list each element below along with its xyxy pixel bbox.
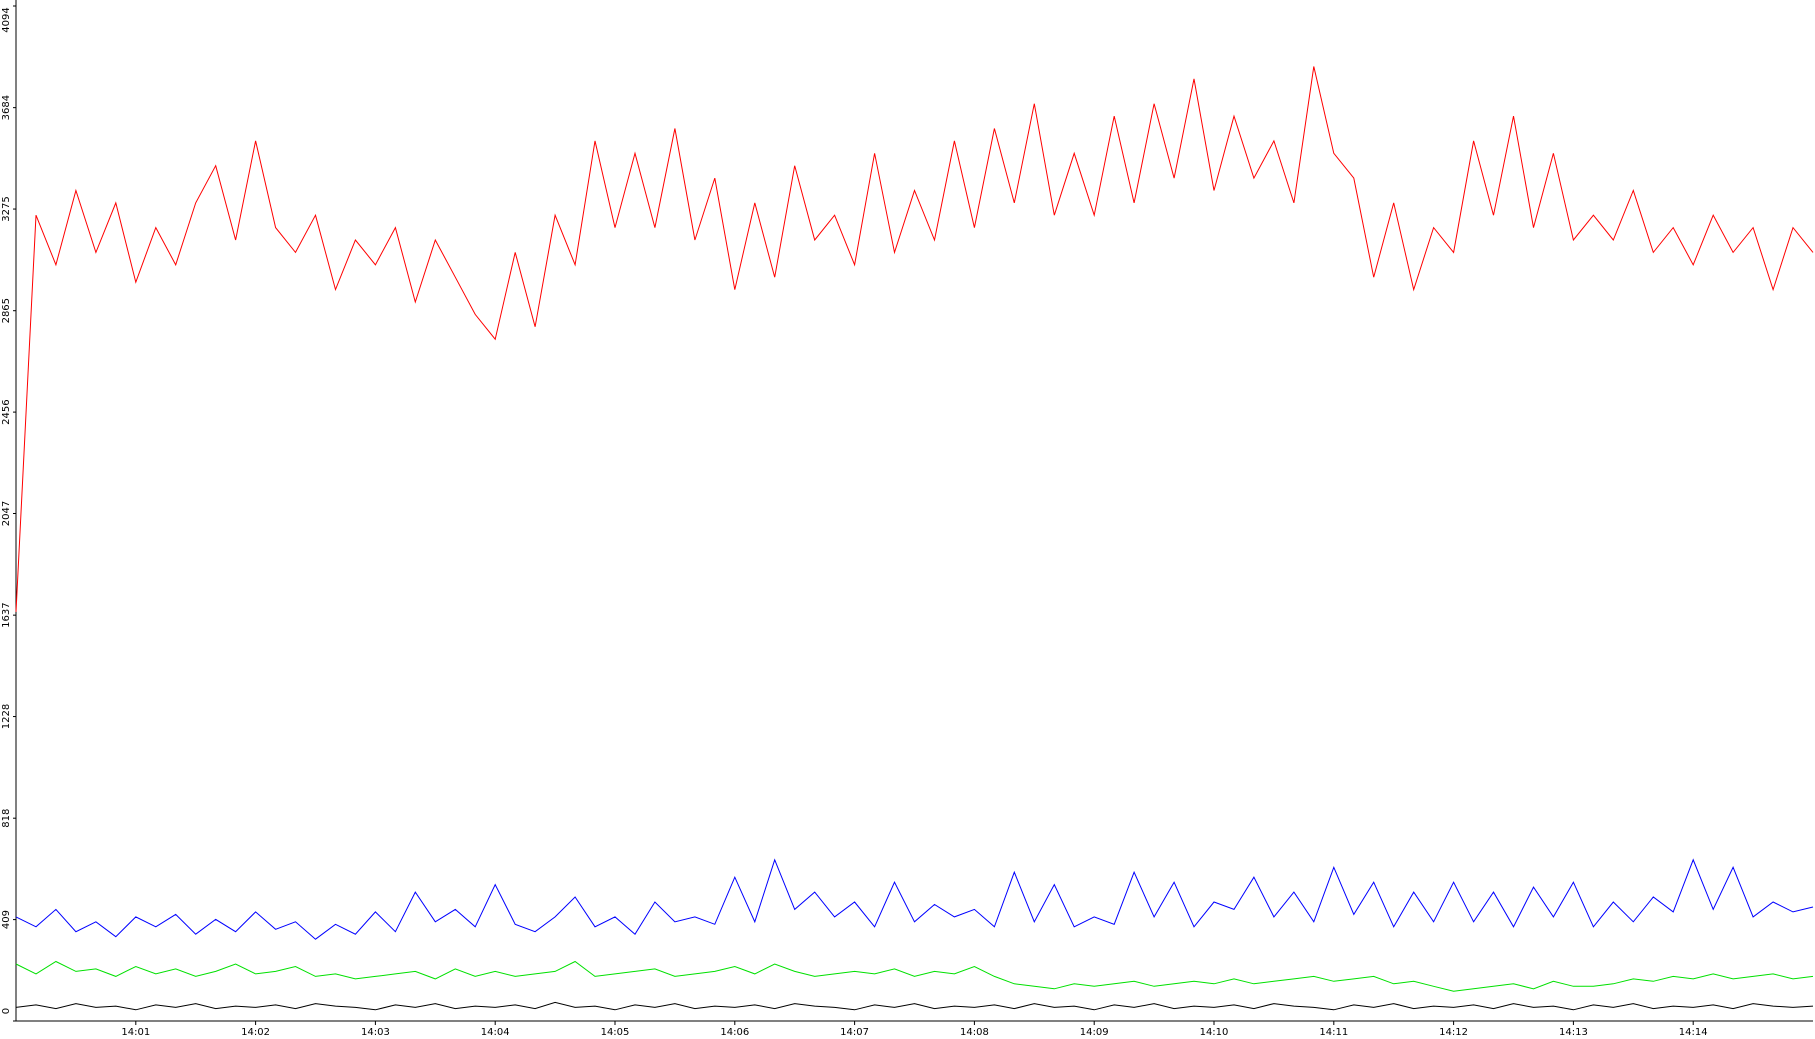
series-line	[15, 960, 1814, 992]
y-tick-label: 2456	[1, 399, 12, 424]
y-tick-label: 0	[1, 1008, 12, 1014]
y-tick-label: 818	[1, 809, 12, 828]
y-tick-label: 3275	[1, 196, 12, 221]
series-line	[15, 66, 1814, 612]
y-tick-label: 4094	[1, 7, 12, 32]
x-tick-label: 14:11	[1319, 1027, 1348, 1038]
x-tick-label: 14:05	[601, 1027, 630, 1038]
y-tick-label: 1228	[1, 704, 12, 729]
y-tick-label: 409	[1, 910, 12, 929]
x-tick-label: 14:12	[1439, 1027, 1468, 1038]
series-line	[15, 858, 1814, 940]
x-tick-label: 14:09	[1080, 1027, 1109, 1038]
y-tick-label: 1637	[1, 602, 12, 627]
x-tick-label: 14:06	[720, 1027, 749, 1038]
series-line	[15, 1001, 1814, 1011]
y-tick-label: 2865	[1, 298, 12, 323]
x-tick-label: 14:13	[1559, 1027, 1588, 1038]
x-tick-label: 14:07	[840, 1027, 869, 1038]
x-tick-label: 14:01	[121, 1027, 150, 1038]
x-tick-label: 14:04	[481, 1027, 510, 1038]
x-tick-label: 14:08	[960, 1027, 989, 1038]
x-tick-label: 14:03	[361, 1027, 390, 1038]
x-tick-label: 14:02	[241, 1027, 270, 1038]
y-tick-label: 2047	[1, 501, 12, 526]
x-tick-label: 14:14	[1679, 1027, 1708, 1038]
y-tick-label: 3684	[1, 95, 12, 120]
x-tick-label: 14:10	[1200, 1027, 1229, 1038]
plot-area	[16, 6, 1813, 1021]
